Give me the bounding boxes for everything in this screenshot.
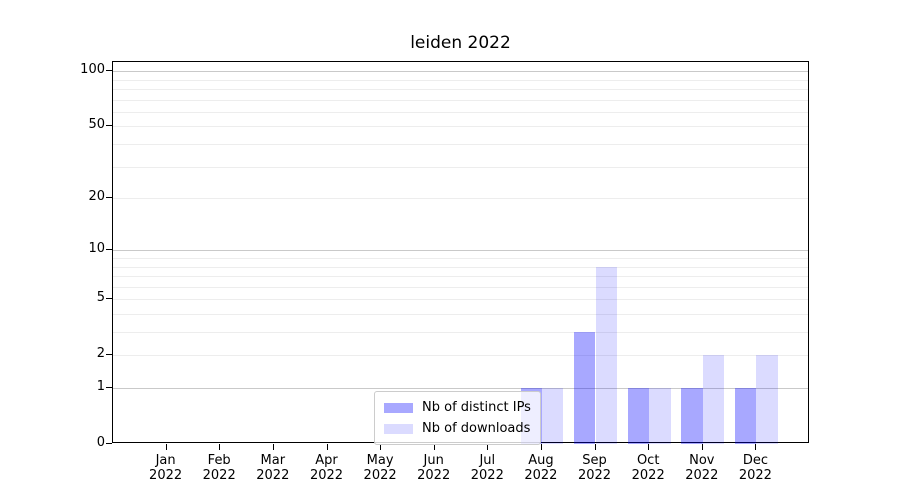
legend-item-downloads: Nb of downloads	[384, 420, 531, 437]
bar-distinct-ips	[734, 388, 757, 444]
x-tick-label: Jan 2022	[149, 453, 183, 483]
y-tick-mark	[106, 354, 112, 356]
x-tick-mark	[594, 444, 596, 450]
x-tick-mark	[165, 444, 167, 450]
x-tick-label: Aug 2022	[524, 453, 558, 483]
gridline-minor	[113, 88, 808, 90]
legend-swatch-distinct-ips	[384, 402, 413, 413]
gridline-minor	[113, 99, 808, 101]
y-tick-mark	[106, 125, 112, 127]
y-tick-mark	[106, 387, 112, 388]
x-tick-label: Apr 2022	[309, 453, 344, 483]
gridline-minor	[113, 286, 808, 288]
legend-swatch-downloads	[384, 423, 413, 434]
x-tick-label: Mar 2022	[256, 453, 290, 483]
y-tick-label: 100	[80, 62, 105, 78]
x-tick-label: Feb 2022	[202, 453, 236, 483]
gridline-minor	[113, 332, 808, 333]
gridline-minor	[113, 355, 808, 357]
gridline-minor	[113, 143, 808, 145]
y-tick-mark	[106, 197, 112, 198]
y-tick-mark	[106, 443, 112, 444]
x-tick-mark	[648, 444, 650, 450]
x-tick-mark	[326, 444, 328, 450]
x-tick-label: Nov 2022	[685, 453, 719, 483]
y-tick-label: 10	[88, 241, 105, 257]
y-tick-mark	[106, 298, 112, 300]
y-tick-label: 50	[88, 117, 105, 133]
gridline-minor	[113, 257, 808, 259]
gridline-major	[113, 250, 808, 252]
bar-downloads	[649, 388, 671, 444]
x-tick-mark	[433, 444, 435, 450]
bar-distinct-ips	[681, 388, 703, 444]
legend-label-downloads: Nb of downloads	[422, 421, 531, 436]
legend-item-distinct-ips: Nb of distinct IPs	[384, 399, 531, 416]
bar-downloads	[756, 355, 778, 444]
y-tick-label: 20	[88, 189, 105, 204]
x-tick-mark	[380, 444, 382, 450]
gridline-major	[113, 71, 808, 73]
plot-area: Nb of distinct IPs Nb of downloads	[112, 61, 809, 445]
legend: Nb of distinct IPs Nb of downloads	[374, 391, 541, 445]
y-tick-label: 1	[96, 379, 105, 394]
y-tick-mark	[106, 249, 112, 251]
x-tick-mark	[701, 444, 703, 450]
x-tick-mark	[219, 444, 221, 450]
x-tick-label: Jul 2022	[470, 453, 504, 483]
gridline-minor	[113, 198, 808, 199]
gridline-minor	[113, 266, 808, 268]
x-tick-label: May 2022	[363, 453, 397, 483]
x-tick-label: Oct 2022	[631, 453, 665, 483]
x-tick-label: Jun 2022	[417, 453, 451, 483]
bar-distinct-ips	[574, 332, 596, 444]
x-tick-label: Dec 2022	[738, 453, 772, 483]
x-tick-mark	[540, 444, 542, 450]
chart-title: leiden 2022	[410, 33, 511, 53]
gridline-minor	[113, 313, 808, 315]
bar-downloads	[541, 388, 564, 444]
gridline-minor	[113, 166, 808, 168]
bar-downloads	[595, 266, 617, 444]
gridline-minor	[113, 79, 808, 81]
bar-downloads	[702, 355, 725, 444]
x-tick-mark	[272, 444, 274, 450]
y-tick-label: 2	[96, 346, 105, 362]
gridline-minor	[113, 111, 808, 113]
y-tick-mark	[106, 70, 112, 72]
gridline-minor	[113, 126, 808, 128]
gridline-minor	[113, 299, 808, 301]
x-tick-mark	[755, 444, 757, 450]
y-tick-label: 5	[96, 290, 105, 306]
legend-label-distinct-ips: Nb of distinct IPs	[422, 400, 531, 415]
y-tick-label: 0	[96, 435, 105, 450]
bar-distinct-ips	[627, 388, 650, 444]
gridline-major	[113, 388, 808, 389]
x-tick-label: Sep 2022	[577, 453, 612, 483]
gridline-minor	[113, 276, 808, 277]
x-tick-mark	[487, 444, 489, 450]
